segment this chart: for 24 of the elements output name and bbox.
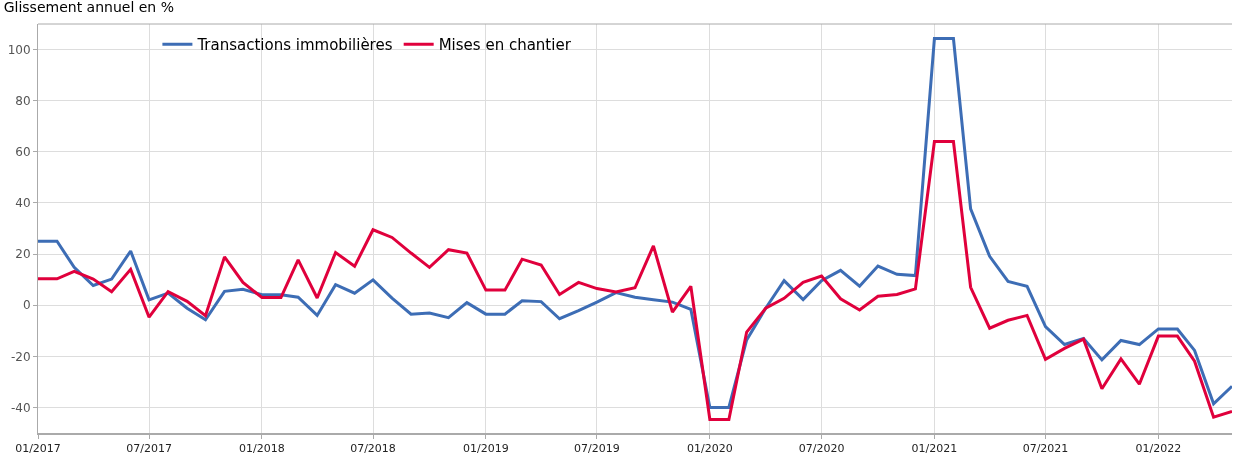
line-series <box>38 140 1232 421</box>
x-tick-label: 07/2019 <box>574 442 620 456</box>
y-tick-label: 0 <box>22 298 31 313</box>
y-tick-label: 20 <box>15 247 31 262</box>
x-tick-label: 07/2020 <box>798 442 845 456</box>
legend-label: Transactions immobilières <box>196 36 393 55</box>
x-tick-label: 01/2017 <box>15 442 61 456</box>
x-tick-label: 01/2018 <box>239 442 285 456</box>
y-tick-label: -40 <box>10 400 31 415</box>
x-tick-label: 07/2017 <box>126 442 172 456</box>
y-tick-label: 80 <box>15 93 31 108</box>
y-tick-label: 100 <box>7 42 31 57</box>
chart-title: Glissement annuel en % <box>3 0 174 16</box>
y-tick-label: 40 <box>15 196 31 211</box>
y-tick-label: -20 <box>10 349 31 364</box>
x-tick-label: 01/2022 <box>1135 442 1182 456</box>
x-tick-label: 01/2021 <box>911 442 958 456</box>
x-tick-label: 01/2020 <box>687 442 733 456</box>
legend-label: Mises en chantier <box>438 36 572 55</box>
x-tick-label: 01/2019 <box>463 442 509 456</box>
line-series <box>38 37 1232 409</box>
x-tick-label: 07/2018 <box>350 442 396 456</box>
x-tick-label: 07/2021 <box>1022 442 1069 456</box>
y-tick-label: 60 <box>15 145 31 160</box>
